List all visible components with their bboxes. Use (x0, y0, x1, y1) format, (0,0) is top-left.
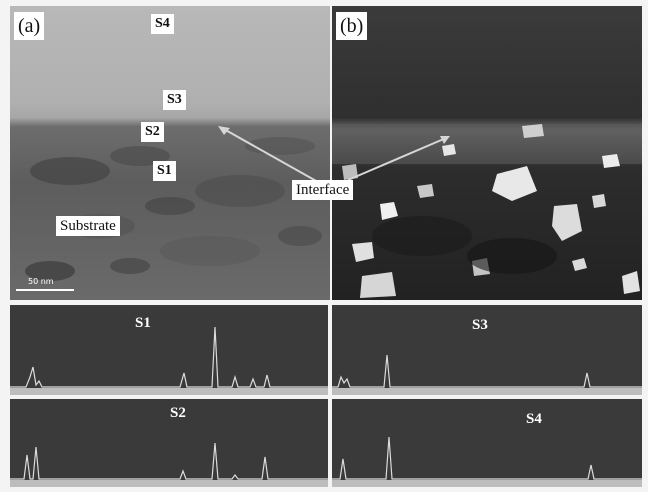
spectrum-s1: S1 (10, 305, 328, 395)
scale-bar-label: 50 nm (28, 277, 54, 286)
spectrum-s3: S3 (332, 305, 642, 395)
spectrum-s1-trace (10, 326, 328, 388)
label-s3: S3 (163, 90, 186, 110)
label-s1: S1 (153, 161, 176, 181)
tem-texture-a (25, 137, 322, 281)
interface-label: Interface (292, 180, 354, 200)
spectrum-s4-axis (332, 480, 642, 487)
spectrum-s3-label: S3 (472, 317, 488, 333)
spectrum-s3-trace (332, 354, 642, 388)
spectrum-s2-trace (10, 442, 328, 480)
interface-arrows (218, 126, 450, 183)
spectrum-s1-label: S1 (135, 315, 151, 331)
spectrum-s1-axis (10, 388, 328, 395)
spectrum-s2-label: S2 (170, 405, 186, 421)
spectrum-s3-axis (332, 388, 642, 395)
spectrum-s2-axis (10, 480, 328, 487)
label-s2: S2 (141, 122, 164, 142)
tem-image-a: (a) S4 S3 S2 S1 Substrate 50 nm (10, 6, 330, 300)
panel-letter-b: (b) (336, 12, 368, 40)
spectrum-s2: S2 (10, 399, 328, 487)
label-s4: S4 (151, 14, 174, 34)
label-substrate: Substrate (56, 216, 120, 236)
tem-texture-b (332, 124, 642, 298)
panel-letter-a: (a) (14, 12, 45, 40)
tem-image-b: (b) (332, 6, 642, 300)
spectrum-s4-trace (332, 436, 642, 480)
spectrum-s4-label: S4 (526, 411, 542, 427)
scale-bar (16, 289, 74, 291)
spectrum-s4: S4 (332, 399, 642, 487)
